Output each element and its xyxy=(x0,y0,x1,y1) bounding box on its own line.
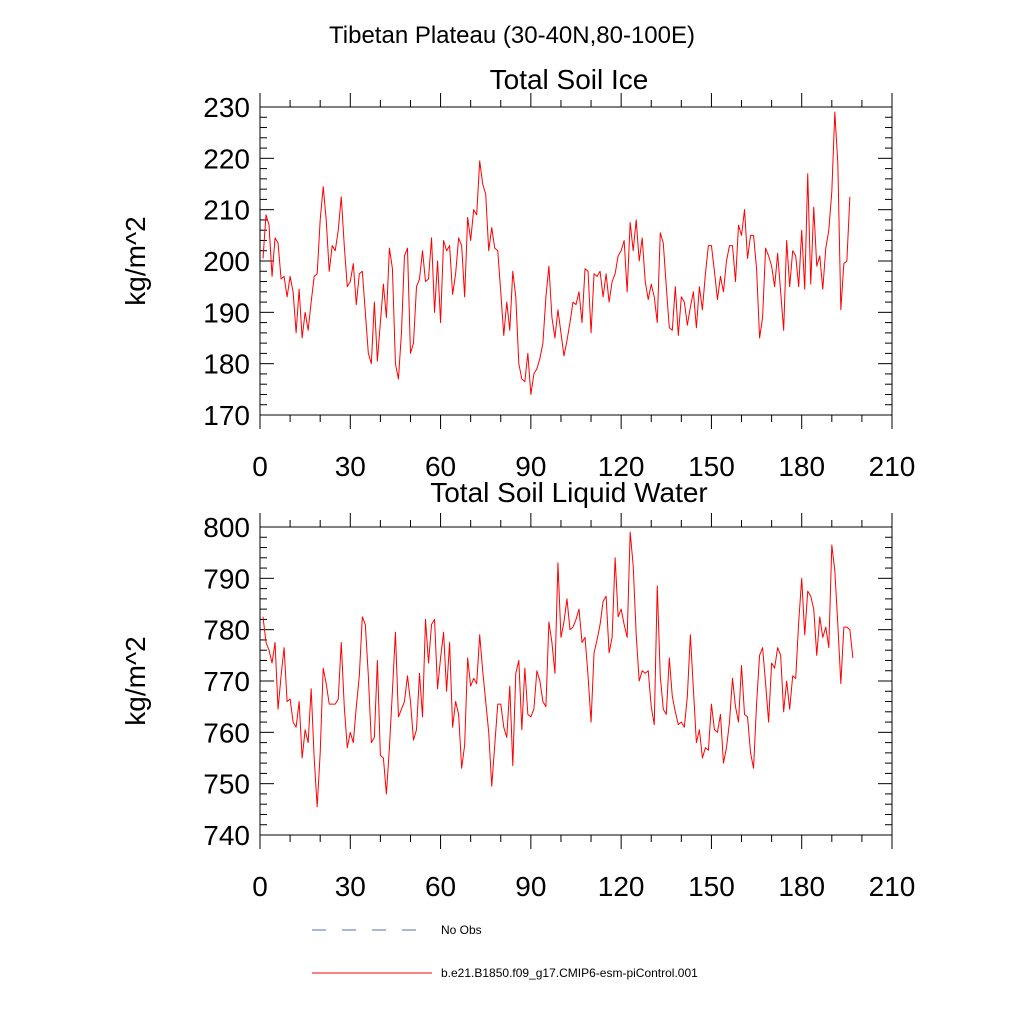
soil-ice-ytick-label: 230 xyxy=(203,92,250,123)
soil-ice-xtick-label: 90 xyxy=(515,451,546,482)
figure-suptitle: Tibetan Plateau (30-40N,80-100E) xyxy=(329,22,695,49)
soil-ice-series-line xyxy=(262,111,851,395)
soil-ice-ylabel: kg/m^2 xyxy=(120,216,151,305)
soil-liquid-ytick-label: 770 xyxy=(203,666,250,697)
soil-ice-ytick-label: 200 xyxy=(203,246,250,277)
soil-ice-xtick-label: 30 xyxy=(335,451,366,482)
soil-liquid-xtick-label: 150 xyxy=(688,871,735,902)
soil-ice-title: Total Soil Ice xyxy=(490,64,649,95)
soil-liquid-title: Total Soil Liquid Water xyxy=(430,477,708,508)
soil-liquid-ytick-label: 800 xyxy=(203,512,250,543)
soil-ice-xtick-label: 0 xyxy=(252,451,268,482)
soil-ice-panel: Total Soil Ice kg/m^2 0 30 60 90 120 150 180 21… xyxy=(120,64,915,482)
soil-liquid-xtick-label: 90 xyxy=(515,871,546,902)
soil-ice-frame xyxy=(259,106,893,416)
soil-liquid-xtick-label: 180 xyxy=(778,871,825,902)
soil-ice-xtick-label: 180 xyxy=(778,451,825,482)
soil-ice-ytick-label: 190 xyxy=(203,297,250,328)
soil-ice-ytick-label: 180 xyxy=(203,349,250,380)
soil-liquid-ytick-label: 750 xyxy=(203,769,250,800)
soil-ice-xtick-label: 150 xyxy=(688,451,735,482)
soil-liquid-ytick-label: 760 xyxy=(203,717,250,748)
soil-liquid-series-line xyxy=(262,531,854,808)
soil-ice-xtick-label: 60 xyxy=(425,451,456,482)
legend-obs-label: No Obs xyxy=(441,923,482,937)
soil-liquid-ytick-label: 740 xyxy=(203,820,250,851)
soil-liquid-ylabel: kg/m^2 xyxy=(120,636,151,725)
soil-liquid-xtick-label: 60 xyxy=(425,871,456,902)
soil-liquid-plot-area xyxy=(262,531,854,808)
soil-liquid-ytick-label: 790 xyxy=(203,563,250,594)
soil-ice-xtick-label: 210 xyxy=(869,451,916,482)
legend-model-label: b.e21.B1850.f09_g17.CMIP6-esm-piControl.… xyxy=(441,966,698,980)
legend: No Obs b.e21.B1850.f09_g17.CMIP6-esm-piC… xyxy=(312,923,698,980)
soil-ice-plot-area xyxy=(262,111,851,395)
soil-liquid-xtick-label: 0 xyxy=(252,871,268,902)
soil-ice-ytick-label: 170 xyxy=(203,400,250,431)
soil-ice-ytick-label: 210 xyxy=(203,195,250,226)
soil-liquid-ytick-label: 780 xyxy=(203,615,250,646)
soil-ice-axes: 0 30 60 90 120 150 180 210 170 180 190 200 210 220 230 xyxy=(203,92,915,482)
soil-liquid-xtick-label: 210 xyxy=(869,871,916,902)
soil-liquid-panel: Total Soil Liquid Water kg/m^2 0 30 60 90 12… xyxy=(120,477,915,902)
soil-liquid-frame xyxy=(259,526,893,836)
soil-liquid-xtick-label: 30 xyxy=(335,871,366,902)
soil-liquid-axes: 0 30 60 90 120 150 180 210 740 750 760 770 780 790 800 xyxy=(203,512,915,902)
soil-ice-xtick-label: 120 xyxy=(598,451,645,482)
soil-liquid-xtick-label: 120 xyxy=(598,871,645,902)
soil-ice-ytick-label: 220 xyxy=(203,143,250,174)
